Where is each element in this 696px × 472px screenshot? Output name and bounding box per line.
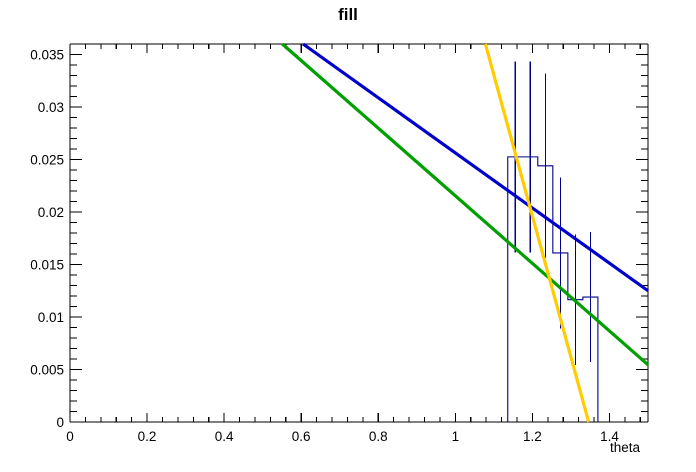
fit-line-fit-yellow: [483, 43, 591, 423]
x-tick-label: 0.4: [215, 429, 234, 444]
x-axis-title: theta: [610, 440, 641, 455]
y-tick-label: 0.015: [30, 258, 64, 273]
x-tick-label: 1.4: [600, 429, 619, 444]
y-tick-label: 0.005: [30, 363, 64, 378]
histogram-outline: [507, 156, 599, 422]
y-tick-label: 0.01: [38, 310, 64, 325]
x-tick-label: 0.2: [138, 429, 157, 444]
fit-line-fit-green: [281, 42, 650, 366]
y-axis-tick-labels: 0 0.005 0.01 0.015 0.02 0.025 0.03 0.035: [30, 48, 64, 431]
fit-line-fit-blue: [302, 42, 649, 293]
x-tick-label: 1: [452, 429, 460, 444]
x-tick-label: 1.2: [523, 429, 542, 444]
y-tick-label: 0.035: [30, 48, 64, 63]
x-tick-label: 0.6: [292, 429, 311, 444]
x-tick-label: 0: [66, 429, 74, 444]
chart-title: fill: [338, 5, 358, 24]
x-axis-ticks: [69, 44, 641, 422]
y-tick-label: 0: [56, 415, 64, 430]
x-axis-tick-labels: 0 0.2 0.4 0.6 0.8 1 1.2 1.4: [66, 429, 619, 444]
y-axis-ticks: [70, 43, 648, 423]
y-tick-label: 0.03: [38, 100, 64, 115]
x-tick-label: 0.8: [369, 429, 388, 444]
data-series-layer: [281, 42, 650, 423]
y-tick-label: 0.02: [38, 205, 64, 220]
y-tick-label: 0.025: [30, 153, 64, 168]
